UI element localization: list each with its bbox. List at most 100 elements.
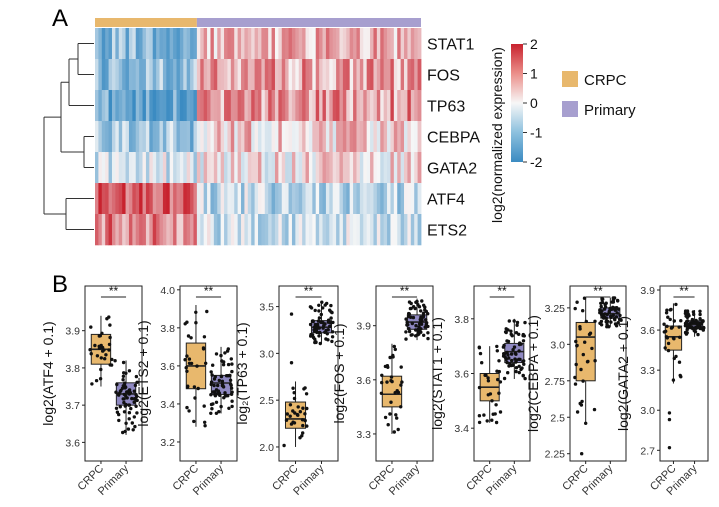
data-point bbox=[420, 315, 425, 319]
data-point bbox=[417, 327, 421, 331]
data-point bbox=[512, 345, 517, 349]
heatmap-cell bbox=[176, 183, 181, 215]
heatmap-cell bbox=[342, 59, 347, 91]
data-point bbox=[317, 326, 321, 330]
heatmap-cell bbox=[258, 90, 262, 122]
heatmap-cell bbox=[325, 121, 330, 153]
heatmap-cell bbox=[397, 214, 402, 246]
heatmap-cell bbox=[319, 90, 323, 122]
data-point bbox=[685, 327, 689, 332]
heatmap-cell bbox=[179, 59, 184, 91]
color-scale-tick-label: 0 bbox=[530, 95, 538, 111]
heatmap-cell bbox=[166, 59, 171, 91]
heatmap-cell bbox=[241, 28, 245, 60]
data-point bbox=[319, 312, 323, 317]
data-point bbox=[615, 306, 619, 310]
heatmap-cell bbox=[203, 28, 208, 60]
heatmap-cell bbox=[186, 90, 191, 122]
heatmap-cell bbox=[268, 214, 272, 246]
data-point bbox=[609, 320, 613, 324]
data-point bbox=[383, 364, 388, 369]
data-point bbox=[388, 355, 392, 360]
data-point bbox=[501, 345, 506, 349]
heatmap-cell bbox=[380, 90, 385, 122]
heatmap-cell bbox=[217, 214, 222, 246]
heatmap-cell bbox=[359, 121, 364, 153]
heatmap-cell bbox=[251, 121, 256, 153]
data-point bbox=[512, 319, 516, 323]
heatmap-cell bbox=[308, 183, 313, 215]
y-tick-label: 3.9 bbox=[65, 326, 80, 338]
heatmap-cell bbox=[166, 121, 171, 153]
heatmap-cell bbox=[125, 121, 130, 153]
heatmap-cell bbox=[346, 152, 351, 184]
heatmap-cell bbox=[169, 214, 174, 246]
heatmap-cell bbox=[230, 90, 235, 122]
data-point bbox=[122, 397, 126, 401]
heatmap-cell bbox=[373, 152, 378, 184]
heatmap-cell bbox=[108, 121, 113, 153]
data-point bbox=[613, 318, 617, 322]
data-point bbox=[130, 396, 134, 401]
heatmap-cell bbox=[417, 214, 422, 246]
heatmap-cell bbox=[332, 183, 337, 215]
heatmap-cell bbox=[322, 121, 327, 153]
heatmap-cell bbox=[95, 183, 99, 215]
data-point bbox=[216, 383, 220, 388]
data-point bbox=[698, 317, 702, 321]
data-point bbox=[414, 328, 418, 332]
data-point bbox=[588, 331, 593, 335]
data-point bbox=[108, 323, 112, 327]
color-scale-tick-label: 2 bbox=[530, 36, 538, 52]
data-point bbox=[506, 371, 510, 375]
data-point bbox=[410, 333, 414, 337]
data-point bbox=[611, 298, 616, 302]
heatmap-cell bbox=[305, 121, 310, 153]
heatmap-cell bbox=[281, 121, 286, 153]
heatmap-cell bbox=[370, 214, 374, 246]
heatmap-cell bbox=[183, 90, 188, 122]
heatmap-cell bbox=[207, 183, 211, 215]
heatmap-cell bbox=[274, 28, 279, 60]
heatmap-cell bbox=[213, 121, 218, 153]
heatmap-cell bbox=[210, 59, 215, 91]
data-point bbox=[581, 309, 585, 313]
heatmap-cell bbox=[166, 28, 171, 60]
heatmap-cell bbox=[376, 152, 381, 184]
data-point bbox=[404, 330, 408, 334]
data-point bbox=[575, 410, 580, 414]
heatmap-cell bbox=[196, 28, 201, 60]
heatmap-cell bbox=[373, 28, 378, 60]
heatmap-cell bbox=[95, 28, 99, 60]
data-point bbox=[296, 405, 300, 409]
heatmap-cell bbox=[268, 152, 272, 184]
heatmap-cell bbox=[332, 90, 337, 122]
heatmap-cell bbox=[261, 121, 266, 153]
data-point bbox=[679, 375, 683, 379]
significance-label: ** bbox=[679, 284, 689, 298]
heatmap-cell bbox=[224, 121, 228, 153]
heatmap-cell bbox=[162, 59, 167, 91]
heatmap-cell bbox=[295, 59, 300, 91]
heatmap-cell bbox=[122, 183, 126, 215]
data-point bbox=[221, 363, 226, 367]
data-point bbox=[194, 321, 198, 325]
data-point bbox=[379, 391, 384, 395]
heatmap-cell bbox=[285, 183, 289, 215]
heatmap-cell bbox=[200, 121, 205, 153]
heatmap-cell bbox=[220, 152, 225, 184]
heatmap-cell bbox=[288, 121, 293, 153]
data-point bbox=[131, 428, 135, 432]
y-tick-label: 2.7 bbox=[640, 445, 655, 457]
data-point bbox=[404, 337, 408, 341]
heatmap-cell bbox=[356, 28, 361, 60]
data-point bbox=[668, 317, 672, 322]
heatmap-cell bbox=[359, 152, 364, 184]
heatmap-cell bbox=[169, 121, 174, 153]
heatmap-cell bbox=[353, 59, 357, 91]
heatmap-cell bbox=[244, 214, 249, 246]
heatmap-cell bbox=[298, 183, 303, 215]
heatmap-cell bbox=[142, 214, 147, 246]
heatmap-cell bbox=[241, 121, 245, 153]
